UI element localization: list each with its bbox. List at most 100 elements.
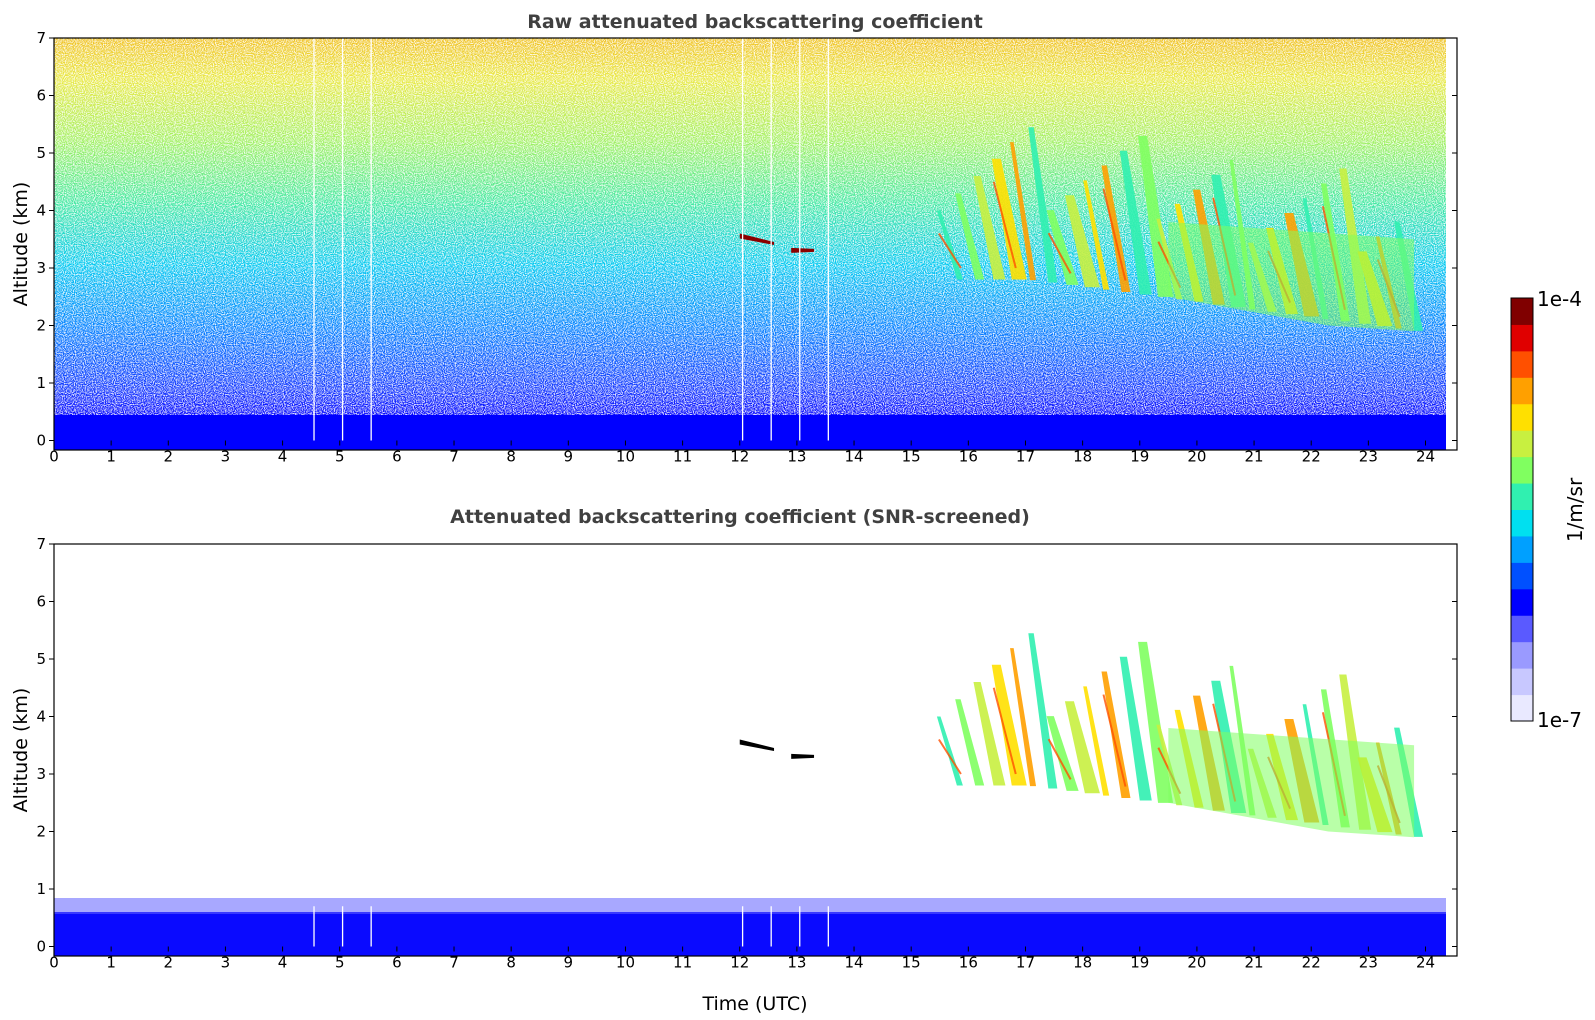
panel1-x-axis: 0 1 2 3 4 5 6 7 8 9 10 11 12 13 14 15 16 17 18 19 20 21 22 23 24 [49,440,1435,466]
y-tick-label: 7 [36,535,46,553]
x-tick-label: 14 [844,448,863,466]
cirrus-streak-mark [1064,195,1100,288]
x-tick-label: 7 [449,954,459,972]
x-tick-label: 14 [844,954,863,972]
cloud-layer-mark [791,247,815,253]
panel1-features [739,127,1424,332]
x-tick-label: 1 [106,954,116,972]
x-tick-label: 9 [564,448,574,466]
x-tick-label: 10 [616,448,635,466]
x-tick-label: 19 [1130,448,1149,466]
colorbar-step [1511,509,1533,537]
panel1-y-label: Altitude (km) [10,182,32,307]
panel1-y-axis: 0 1 2 3 4 5 6 7 [36,29,1457,450]
panel2-features [739,633,1424,838]
panel2-y-label: Altitude (km) [10,688,32,813]
x-tick-label: 20 [1187,448,1206,466]
x-tick-label: 21 [1245,954,1264,972]
y-tick-label: 5 [36,650,46,668]
y-tick-label: 6 [36,593,46,611]
x-tick-label: 3 [221,448,231,466]
panel2-x-axis: 0 1 2 3 4 5 6 7 8 9 10 11 12 13 14 15 16 17 18 19 20 21 22 23 24 [49,946,1435,972]
x-tick-label: 19 [1130,954,1149,972]
x-tick-label: 18 [1073,954,1092,972]
x-tick-label: 17 [1016,954,1035,972]
colorbar-step [1511,456,1533,484]
colorbar-unit-label: 1/m/sr [1563,477,1587,542]
x-tick-label: 13 [787,448,806,466]
cirrus-mass-mark [1168,222,1415,332]
cirrus-streak-mark [1046,716,1079,791]
cirrus-mass-mark [1168,728,1415,838]
x-tick-label: 16 [959,954,978,972]
colorbar-step [1511,535,1533,563]
cirrus-streak-mark [1046,210,1079,285]
colorbar-step [1511,350,1533,378]
colorbar-step [1511,588,1533,616]
cirrus-streak-mark [973,176,1006,280]
y-tick-label: 0 [36,938,46,956]
y-tick-label: 2 [36,823,46,841]
cirrus-streak-mark [991,158,1027,280]
y-tick-label: 7 [36,29,46,47]
cirrus-streak-mark [1119,656,1152,801]
cirrus-streak-mark [1028,127,1058,283]
cirrus-streak-mark [1101,165,1131,293]
panel2-plot-area [54,544,1457,956]
x-tick-label: 16 [959,448,978,466]
y-tick-label: 6 [36,87,46,105]
cirrus-streak-mark [1083,180,1110,290]
x-tick-label: 9 [564,954,574,972]
colorbar-frame [1510,297,1534,722]
x-tick-label: 5 [335,954,345,972]
colorbar-steps [1511,298,1533,722]
cirrus-core-mark [938,738,962,775]
colorbar-step [1511,694,1533,722]
cloud-layer-mark [791,753,815,759]
cirrus-streak-mark [955,699,985,786]
x-tick-label: 24 [1416,448,1435,466]
y-tick-label: 3 [36,765,46,783]
x-tick-label: 6 [392,448,402,466]
cirrus-core-mark [938,232,962,269]
x-tick-label: 11 [673,954,692,972]
panel2-boundary-layer [54,912,1446,956]
cirrus-streak-mark [1119,150,1152,295]
cirrus-core-mark [992,181,1017,269]
cirrus-streak-mark [1010,142,1037,281]
cloud-layer-mark [739,739,775,751]
x-tick-label: 12 [730,954,749,972]
y-tick-label: 4 [36,202,46,220]
cirrus-streak-mark [991,664,1027,786]
panel2-frame [53,543,1458,957]
x-tick-label: 23 [1359,448,1378,466]
panel2-x-label: Time (UTC) [701,993,807,1015]
cirrus-streak-mark [1138,135,1174,297]
x-tick-label: 3 [221,954,231,972]
x-tick-label: 22 [1302,954,1321,972]
panel2-data-gaps [313,906,829,947]
x-tick-label: 15 [902,954,921,972]
panel2-y-axis: 0 1 2 3 4 5 6 7 [36,535,1457,956]
x-tick-label: 22 [1302,448,1321,466]
x-tick-label: 8 [506,954,516,972]
panel2-boundary-layer-top [54,898,1446,914]
x-tick-label: 20 [1187,954,1206,972]
cloud-layer-mark [739,233,775,245]
cirrus-streak-mark [973,682,1006,786]
cirrus-streak-mark [1064,701,1100,794]
cirrus-streak-mark [1010,648,1037,787]
x-tick-label: 21 [1245,448,1264,466]
x-tick-label: 8 [506,448,516,466]
colorbar-min-label: 1e-7 [1537,708,1582,732]
y-tick-label: 3 [36,259,46,277]
x-tick-label: 12 [730,448,749,466]
panel1-data-gaps [313,38,829,441]
colorbar-step [1511,615,1533,643]
x-tick-label: 23 [1359,954,1378,972]
colorbar-step [1511,668,1533,696]
x-tick-label: 4 [278,448,288,466]
x-tick-label: 10 [616,954,635,972]
panel1-boundary-layer [54,415,1446,450]
